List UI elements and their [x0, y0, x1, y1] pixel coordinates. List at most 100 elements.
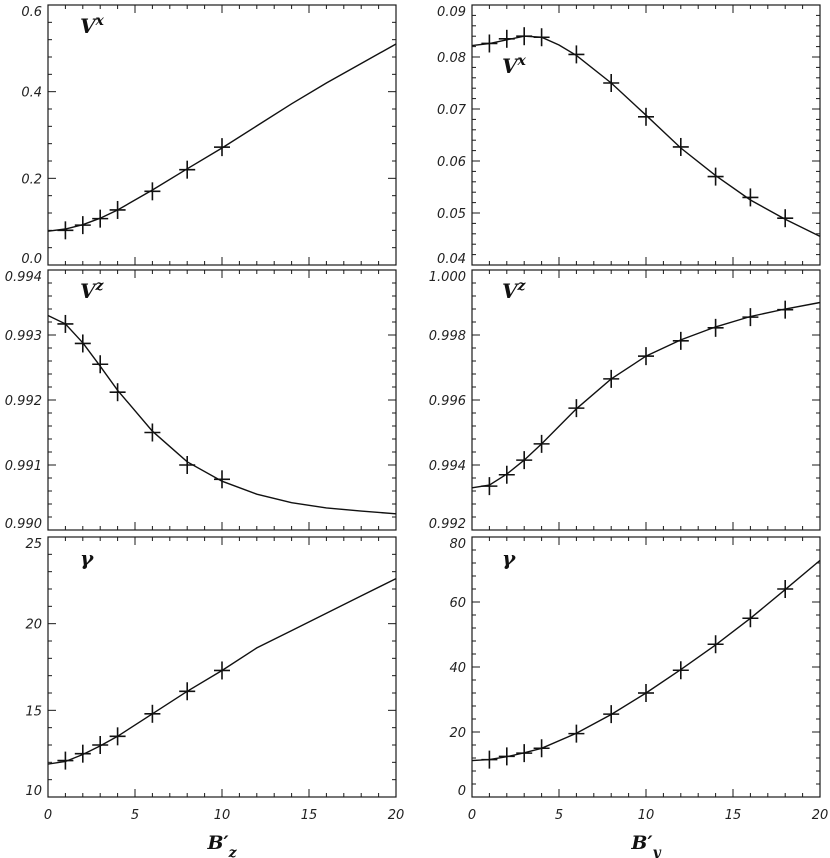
y-tick-label: 0.06 [437, 155, 466, 170]
y-tick-label: 60 [449, 596, 466, 611]
plot-frame [47, 269, 397, 531]
y-tick-label: 0.6 [21, 5, 42, 20]
data-point [707, 318, 724, 337]
y-tick-label: 0.996 [429, 394, 466, 409]
x-tick-label: 5 [131, 808, 139, 823]
data-point [214, 661, 230, 680]
y-tick-label: 0.04 [437, 252, 466, 267]
panel-1: 0.0 0.2 0.4 0.6 Vx [21, 4, 397, 267]
data-point [638, 107, 654, 126]
data-point [179, 456, 196, 474]
data-point [742, 188, 759, 207]
y-tick-label: 0.993 [5, 329, 42, 344]
data-point [533, 434, 550, 453]
data-point [568, 399, 585, 418]
data-point [533, 28, 550, 47]
data-point [603, 369, 620, 388]
data-point [92, 736, 109, 754]
fit-curve [471, 559, 821, 762]
y-tick-label: 0.994 [429, 459, 466, 474]
data-point [568, 724, 585, 743]
y-tick-label: 1.000 [429, 270, 466, 285]
plot-frame [471, 269, 821, 531]
y-tick-label: 0.998 [429, 329, 466, 344]
panel-label: Vz [502, 278, 527, 303]
data-point [57, 751, 74, 770]
panel-label: Vx [80, 13, 105, 38]
data-point [144, 182, 161, 201]
y-tick-label: 20 [25, 618, 42, 633]
data-point [109, 727, 126, 746]
data-point [481, 477, 498, 496]
y-tick-label: 0.992 [429, 517, 466, 532]
data-point [144, 704, 161, 723]
y-tick-label: 0.992 [5, 394, 42, 409]
y-tick-label: 20 [449, 726, 466, 741]
y-tick-label: 0.4 [21, 86, 42, 101]
data-point [516, 451, 533, 470]
panel-label: γ [502, 546, 516, 570]
y-tick-label: 40 [449, 661, 466, 676]
x-axis-title: B′y [630, 832, 661, 858]
y-tick-label: 0.990 [5, 517, 42, 532]
data-point [57, 221, 74, 240]
data-point [603, 74, 620, 92]
data-point [777, 300, 794, 319]
x-tick-label: 15 [725, 808, 742, 823]
y-tick-label: 80 [449, 537, 466, 552]
data-point [516, 744, 533, 763]
data-point [742, 609, 759, 628]
data-point [109, 200, 126, 219]
fit-curve [47, 43, 397, 232]
data-point [777, 580, 794, 598]
data-point [214, 138, 230, 157]
data-point [481, 34, 498, 53]
panel-label: γ [80, 546, 94, 570]
data-point [638, 347, 654, 366]
data-point [92, 355, 109, 374]
data-point [57, 314, 74, 333]
y-tick-label: 0.07 [437, 103, 467, 118]
panel-6: 0 20 40 60 80 0 5 10 15 20 B′y γ [449, 536, 829, 858]
data-point [672, 137, 689, 156]
y-tick-label: 0.994 [5, 270, 42, 285]
y-tick-label: 10 [25, 784, 42, 799]
data-point [74, 334, 91, 353]
x-tick-label: 0 [44, 808, 52, 823]
x-tick-label: 10 [214, 808, 231, 823]
data-point [498, 465, 515, 484]
y-tick-label: 0.08 [437, 51, 466, 66]
data-point [214, 470, 230, 489]
panel-label: Vx [502, 53, 527, 78]
data-point [179, 682, 196, 701]
data-point [481, 750, 498, 769]
panel-5: 10 15 20 25 0 5 10 15 20 B′z γ [25, 536, 405, 858]
y-tick-label: 0.0 [21, 252, 42, 267]
data-point [742, 308, 759, 327]
data-point [672, 661, 689, 680]
data-point [638, 684, 654, 702]
data-point [568, 45, 585, 64]
data-point [516, 27, 533, 46]
data-point [603, 705, 620, 724]
y-tick-label: 0 [458, 784, 466, 799]
panel-2: 0.04 0.05 0.06 0.07 0.08 0.09 Vx [437, 4, 821, 267]
x-tick-label: 20 [388, 808, 405, 823]
data-point [707, 635, 724, 654]
data-point [707, 167, 724, 186]
data-point [92, 209, 109, 228]
y-tick-label: 25 [25, 537, 42, 552]
data-point [498, 29, 515, 48]
y-tick-label: 0.2 [21, 172, 42, 187]
data-point [74, 744, 91, 763]
panel-label: Vz [80, 278, 105, 303]
x-tick-label: 15 [301, 808, 318, 823]
data-point [109, 383, 126, 402]
x-tick-label: 20 [812, 808, 829, 823]
data-point [144, 423, 161, 442]
data-point [533, 739, 550, 758]
data-point [498, 747, 515, 766]
x-tick-label: 0 [468, 808, 476, 823]
y-tick-label: 0.991 [5, 459, 42, 474]
